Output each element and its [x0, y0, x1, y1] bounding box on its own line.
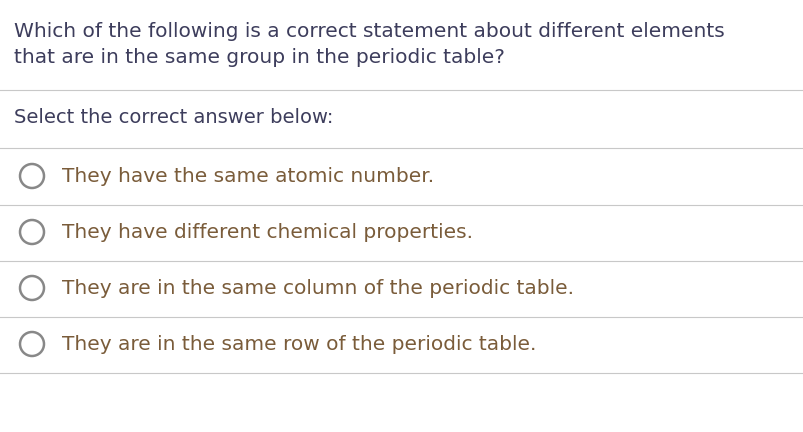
Text: that are in the same group in the periodic table?: that are in the same group in the period…: [14, 48, 504, 67]
Text: They have different chemical properties.: They have different chemical properties.: [62, 222, 472, 241]
Text: They are in the same row of the periodic table.: They are in the same row of the periodic…: [62, 334, 536, 353]
Text: They have the same atomic number.: They have the same atomic number.: [62, 166, 434, 185]
Text: Select the correct answer below:: Select the correct answer below:: [14, 108, 333, 127]
Text: Which of the following is a correct statement about different elements: Which of the following is a correct stat…: [14, 22, 724, 41]
Text: They are in the same column of the periodic table.: They are in the same column of the perio…: [62, 279, 573, 298]
